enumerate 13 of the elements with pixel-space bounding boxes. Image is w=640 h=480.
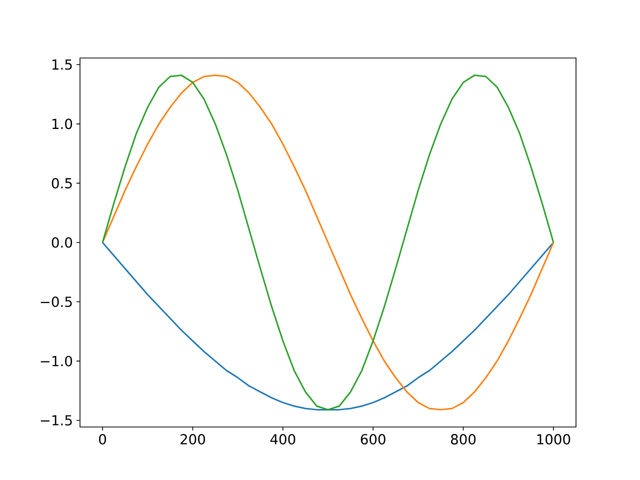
x-tick-label: 200 [180, 434, 206, 444]
y-tick-label: −0.5 [40, 296, 72, 308]
x-tick-label: 400 [270, 434, 296, 444]
y-tick-label: 0.5 [52, 178, 72, 188]
y-tick-label: 1.0 [52, 118, 72, 130]
y-tick-label: 1.5 [52, 59, 72, 70]
y-tick-label: −1.0 [40, 356, 72, 366]
x-tick-label: 0 [99, 434, 106, 444]
x-tick-label: 800 [450, 434, 476, 444]
y-tick-label: −1.5 [40, 415, 72, 426]
x-tick-label: 1000 [537, 434, 570, 444]
x-tick-label: 600 [360, 434, 386, 444]
y-tick-label: 0.0 [52, 237, 72, 248]
